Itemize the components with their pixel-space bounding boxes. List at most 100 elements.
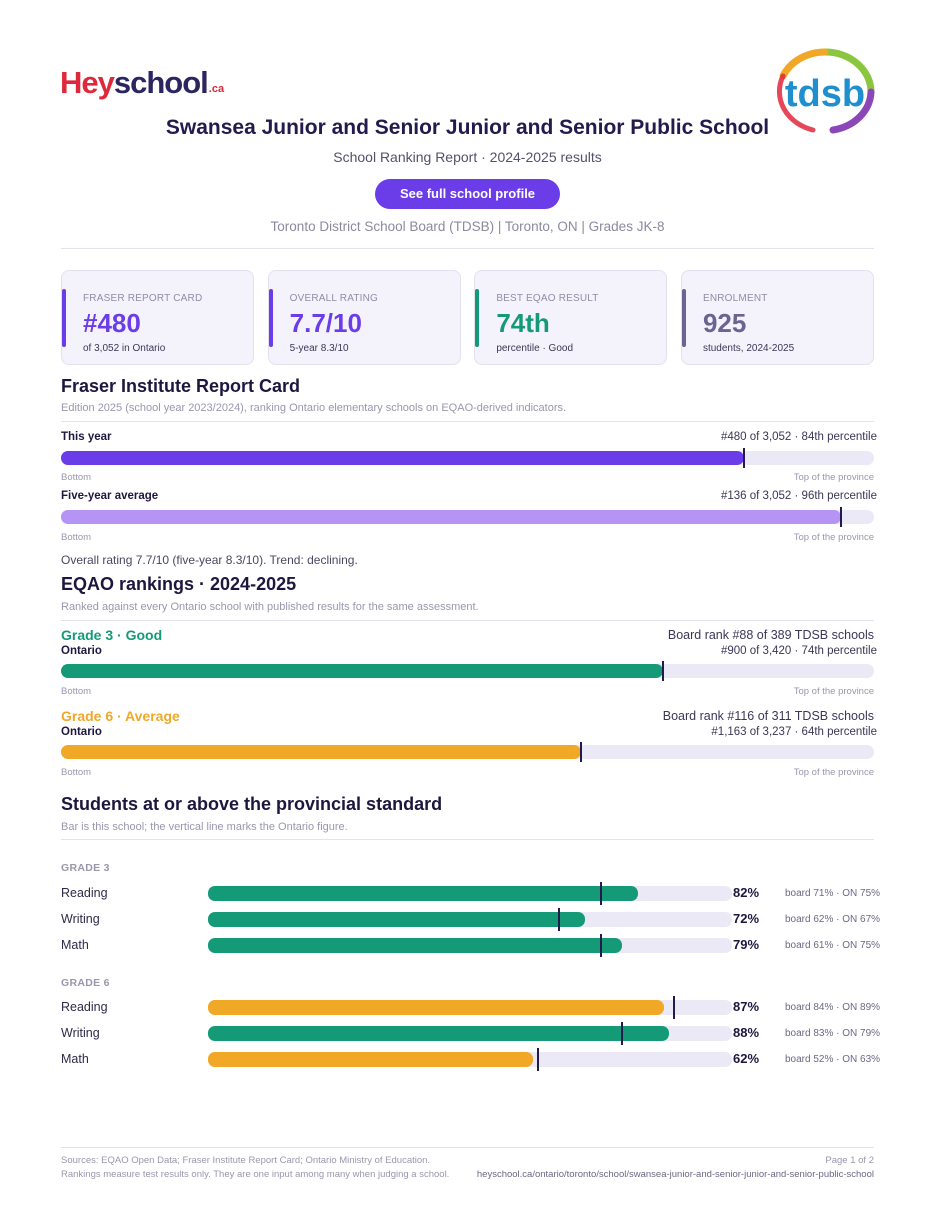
subject-name: Math (61, 1052, 89, 1066)
standard-note: Bar is this school; the vertical line ma… (61, 821, 348, 833)
eqao-bar (61, 661, 874, 681)
subject-bar-fill (208, 886, 638, 901)
ontario-compare: ON 75% (842, 888, 881, 899)
fraser-bar-fill (61, 451, 744, 465)
subject-percent: 62% (733, 1051, 760, 1066)
standard-heading: Students at or above the provincial stan… (61, 794, 443, 814)
card-accent (475, 289, 480, 347)
heyschool-logo[interactable]: Heyschool .ca (60, 58, 224, 98)
eqao-scope: Ontario (61, 726, 102, 738)
card-accent (681, 289, 686, 347)
board-compare: board 62% (785, 914, 834, 925)
eqao-detail: #900 of 3,420 · 74th percentile (720, 645, 877, 657)
fraser-row-detail: #480 of 3,052 · 84th percentile (720, 431, 877, 443)
card-eqao: BEST EQAO RESULT 74th percentile · Good (474, 270, 668, 365)
divider (61, 1147, 874, 1148)
caption-top: Top of the province (793, 472, 874, 483)
eqao-bar (61, 742, 874, 762)
ontario-compare: ON 79% (842, 1028, 881, 1039)
board-compare: board 52% (785, 1054, 834, 1065)
eqao-scope: Ontario (61, 645, 102, 657)
grade-group-label: GRADE 6 (61, 977, 110, 989)
page-subtitle: School Ranking Report · 2024-2025 result… (333, 149, 602, 165)
divider (61, 421, 874, 422)
board-compare: board 83% (785, 1028, 834, 1039)
caption-top: Top of the province (793, 767, 874, 778)
tdsb-logo-text: tdsb (785, 73, 865, 115)
card-sub: 5-year 8.3/10 (289, 343, 349, 354)
tdsb-logo: tdsb (776, 48, 875, 134)
summary-cards: FRASER REPORT CARD #480 of 3,052 in Onta… (61, 270, 874, 365)
eqao-bar-marker (580, 742, 583, 762)
full-profile-button[interactable]: See full school profile (375, 179, 560, 209)
eqao-board-rank: Board rank #88 of 389 TDSB schools (667, 628, 874, 642)
subject-bar-fill (208, 1052, 533, 1067)
grade-group-label: GRADE 3 (61, 862, 110, 874)
ontario-marker (620, 1022, 623, 1045)
caption-bottom: Bottom (61, 767, 92, 778)
logo-ca: .ca (208, 83, 225, 95)
eqao-grade-title: Grade 3 · Good (61, 627, 163, 643)
subject-compare: board 83% · ON 79% (785, 1028, 881, 1039)
fraser-heading: Fraser Institute Report Card (61, 376, 301, 396)
subject-name: Writing (61, 912, 100, 926)
subject-bar (208, 1022, 732, 1045)
card-enrolment: ENROLMENT 925 students, 2024-2025 (680, 270, 874, 365)
board-compare: board 71% (785, 888, 834, 899)
subject-compare: board 52% · ON 63% (785, 1054, 881, 1065)
subject-name: Reading (61, 886, 108, 900)
card-value: 7.7/10 (289, 308, 362, 338)
subject-bar (208, 934, 732, 957)
eqao-board-rank: Board rank #116 of 311 TDSB schools (662, 709, 874, 723)
page-title: Swansea Junior and Senior Junior and Sen… (165, 116, 770, 139)
subject-name: Math (61, 938, 89, 952)
subject-percent: 87% (733, 999, 760, 1014)
card-accent (62, 289, 66, 347)
caption-top: Top of the province (793, 686, 874, 697)
eqao-detail: #1,163 of 3,237 · 64th percentile (711, 726, 877, 738)
subject-bar (208, 908, 732, 931)
fraser-trend: Overall rating 7.7/10 (five-year 8.3/10)… (61, 553, 358, 567)
subject-name: Reading (61, 1000, 108, 1014)
card-value: #480 (83, 308, 141, 338)
caption-bottom: Bottom (61, 686, 92, 697)
card-sub: students, 2024-2025 (702, 343, 795, 354)
caption-top: Top of the province (793, 532, 874, 543)
footer-url[interactable]: heyschool.ca/ontario/toronto/school/swan… (476, 1169, 874, 1180)
school-meta: Toronto District School Board (TDSB) | T… (270, 219, 665, 234)
fraser-bar-fill (61, 510, 842, 524)
card-value: 925 (702, 308, 747, 338)
ontario-marker (600, 934, 602, 957)
ontario-compare: ON 89% (842, 1002, 881, 1013)
subject-percent: 82% (733, 885, 760, 900)
subject-compare: board 61% · ON 75% (785, 940, 881, 951)
eqao-heading: EQAO rankings · 2024-2025 (61, 574, 297, 594)
divider (61, 620, 874, 621)
card-rating: OVERALL RATING 7.7/10 5-year 8.3/10 (267, 270, 461, 365)
footer-sources: Sources: EQAO Open Data; Fraser Institut… (61, 1155, 431, 1166)
eqao-grade-title: Grade 6 · Average (61, 708, 180, 724)
fraser-bar-marker (840, 507, 843, 527)
fraser-row-label: This year (61, 431, 112, 443)
subject-bar-fill (208, 912, 586, 927)
footer-disclaimer: Rankings measure test results only. They… (61, 1169, 450, 1180)
ontario-marker (673, 996, 676, 1019)
subject-bar (208, 882, 732, 905)
ontario-marker (558, 908, 561, 931)
subject-bar-fill (208, 1026, 670, 1041)
divider (61, 248, 874, 249)
ontario-marker (537, 1048, 540, 1071)
card-label: BEST EQAO RESULT (496, 293, 599, 304)
subject-percent: 72% (733, 911, 760, 926)
fraser-row-detail: #136 of 3,052 · 96th percentile (720, 490, 877, 502)
card-sub: percentile · Good (496, 343, 574, 354)
subject-bar-fill (208, 1000, 664, 1015)
subject-percent: 79% (733, 937, 760, 952)
subject-bar (208, 996, 732, 1019)
board-compare: board 84% (785, 1002, 834, 1013)
subject-percent: 88% (733, 1025, 760, 1040)
subject-bar (208, 1048, 732, 1071)
board-compare: board 61% (785, 940, 834, 951)
card-label: FRASER REPORT CARD (83, 293, 203, 304)
caption-bottom: Bottom (61, 472, 92, 483)
